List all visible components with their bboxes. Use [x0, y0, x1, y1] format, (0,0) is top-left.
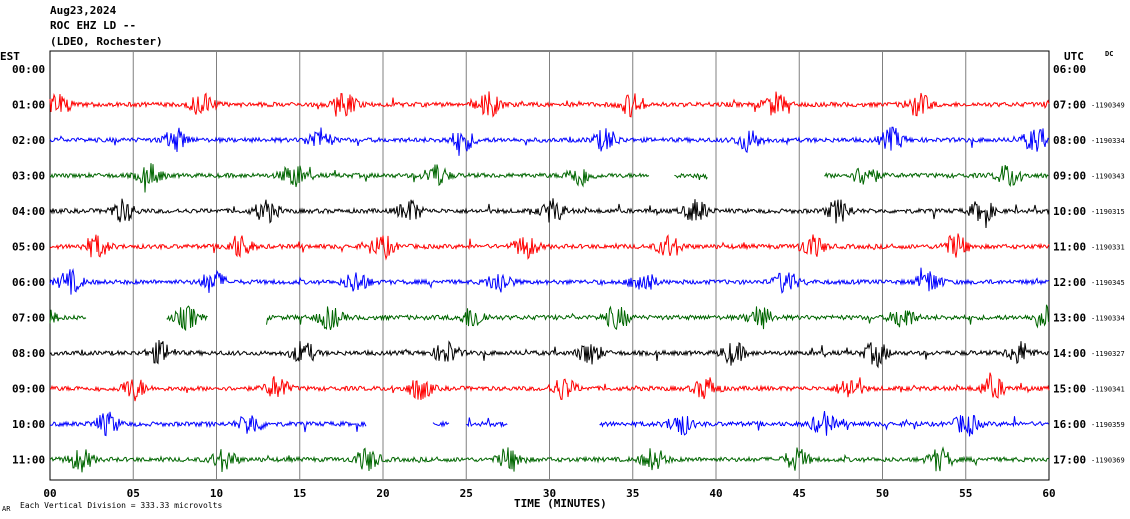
axis-labels: 00 05 10 15 20 25 30 35 40 45 50 55 60 00:00 06:00 01:0…: [12, 63, 1125, 500]
right-axis-title: UTC: [1064, 50, 1084, 63]
est-time-label: 08:00: [12, 347, 45, 360]
seismic-trace: [49, 233, 1050, 261]
seismic-trace: [49, 91, 1050, 118]
est-time-label: 02:00: [12, 134, 45, 147]
dc-offset-label: -1190341: [1091, 386, 1125, 394]
seismic-trace: [432, 420, 450, 428]
dc-offset-label: -1190345: [1091, 279, 1125, 287]
header-station: ROC EHZ LD --: [50, 19, 137, 32]
x-tick-label: 35: [626, 487, 639, 500]
dc-offset-label: -1190327: [1091, 350, 1125, 358]
est-time-label: 11:00: [12, 454, 45, 467]
dc-offset-label: -1190334: [1091, 315, 1125, 323]
utc-time-label: 11:00: [1053, 241, 1086, 254]
est-time-label: 06:00: [12, 276, 45, 289]
x-tick-label: 40: [709, 487, 722, 500]
seismic-trace: [674, 172, 708, 181]
dc-offset-label: -1190369: [1091, 457, 1125, 465]
seismic-trace: [49, 126, 1050, 156]
scale-note: Each Vertical Division = 333.33 microvol…: [20, 501, 222, 510]
utc-time-label: 14:00: [1053, 347, 1086, 360]
logo-mark: AR: [2, 505, 11, 513]
utc-time-label: 06:00: [1053, 63, 1086, 76]
dc-offset-label: -1190359: [1091, 421, 1125, 429]
utc-time-label: 12:00: [1053, 276, 1086, 289]
x-tick-label: 05: [127, 487, 140, 500]
x-tick-label: 10: [210, 487, 223, 500]
seismic-trace: [49, 198, 1050, 229]
seismic-trace: [466, 417, 508, 429]
est-time-label: 07:00: [12, 312, 45, 325]
x-tick-label: 30: [543, 487, 556, 500]
seismic-trace: [49, 372, 1050, 402]
utc-time-label: 09:00: [1053, 170, 1086, 183]
est-time-label: 00:00: [12, 63, 45, 76]
seismic-trace: [49, 267, 1050, 295]
est-time-label: 01:00: [12, 99, 45, 112]
seismic-trace: [824, 165, 1049, 188]
left-axis-title: EST: [0, 50, 20, 63]
utc-time-label: 13:00: [1053, 312, 1086, 325]
seismic-trace: [599, 411, 1049, 437]
utc-time-label: 17:00: [1053, 454, 1086, 467]
x-tick-label: 60: [1042, 487, 1055, 500]
header-network: (LDEO, Rochester): [50, 35, 163, 48]
seismic-trace: [49, 411, 367, 437]
header-date: Aug23,2024: [50, 4, 117, 17]
dc-label: DC: [1105, 50, 1113, 58]
seismic-trace: [166, 305, 208, 332]
est-time-label: 04:00: [12, 205, 45, 218]
utc-time-label: 16:00: [1053, 418, 1086, 431]
dc-offset-label: -1190334: [1091, 137, 1125, 145]
x-tick-label: 20: [376, 487, 389, 500]
x-tick-label: 00: [43, 487, 56, 500]
est-time-label: 03:00: [12, 170, 45, 183]
seismic-trace: [49, 163, 650, 193]
dc-offset-label: -1190331: [1091, 244, 1125, 252]
est-time-label: 05:00: [12, 241, 45, 254]
seismic-trace: [266, 304, 1049, 331]
seismic-trace: [49, 446, 1050, 473]
utc-time-label: 10:00: [1053, 205, 1086, 218]
seismic-trace: [49, 309, 87, 324]
utc-time-label: 15:00: [1053, 383, 1086, 396]
x-axis-label: TIME (MINUTES): [514, 497, 607, 510]
x-tick-label: 55: [959, 487, 972, 500]
dc-offset-label: -1190315: [1091, 208, 1125, 216]
seismic-traces: [49, 91, 1050, 473]
utc-time-label: 07:00: [1053, 99, 1086, 112]
x-tick-label: 50: [876, 487, 889, 500]
x-tick-label: 15: [293, 487, 306, 500]
dc-offset-label: -1190349: [1091, 102, 1125, 110]
dc-offset-label: -1190343: [1091, 173, 1125, 181]
grid-lines: [132, 51, 967, 480]
x-tick-label: 45: [793, 487, 806, 500]
seismic-trace: [49, 339, 1050, 369]
utc-time-label: 08:00: [1053, 134, 1086, 147]
x-tick-label: 25: [460, 487, 473, 500]
est-time-label: 10:00: [12, 418, 45, 431]
est-time-label: 09:00: [12, 383, 45, 396]
